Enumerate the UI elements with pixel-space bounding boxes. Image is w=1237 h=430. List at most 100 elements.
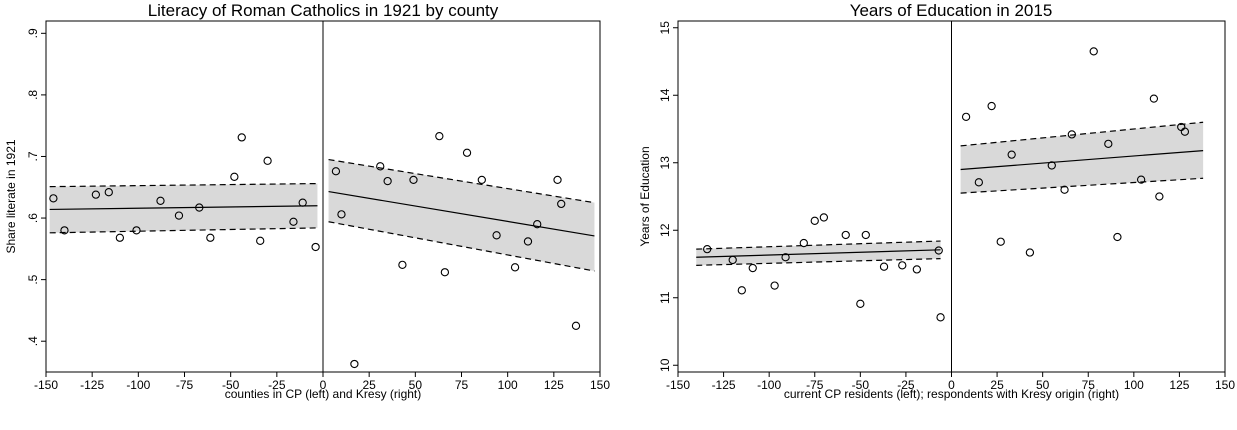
y-axis-label: Share literate in 1921: [4, 139, 18, 253]
data-point-16: [934, 246, 943, 255]
data-point-25: [1060, 185, 1069, 194]
y-tick-label: .8: [26, 90, 40, 100]
data-point-30: [510, 263, 520, 272]
data-point-13: [256, 236, 265, 245]
x-tick-label: 75: [455, 378, 469, 392]
x-tick-label: 50: [1036, 378, 1050, 392]
data-point-6: [781, 253, 790, 262]
x-tick-label: 125: [1169, 378, 1189, 392]
data-point-17: [936, 313, 945, 322]
x-tick-label: 150: [590, 378, 610, 392]
y-tick-label: .6: [26, 213, 40, 223]
x-tick-label: -150: [34, 378, 58, 392]
data-point-4: [104, 188, 113, 197]
x-tick-label: 150: [1215, 378, 1235, 392]
data-point-15: [289, 217, 298, 226]
fit-line-left: [49, 205, 318, 211]
x-tick-label: -125: [712, 378, 736, 392]
data-point-21: [996, 237, 1005, 246]
data-point-14: [898, 261, 907, 270]
ci-lower-right: [328, 221, 595, 272]
data-point-8: [174, 211, 184, 220]
x-tick-label: 75: [1082, 378, 1096, 392]
ci-upper-left: [49, 182, 318, 188]
data-point-34: [557, 199, 566, 209]
x-tick-label: 100: [1124, 378, 1144, 392]
data-point-13: [879, 262, 889, 271]
data-point-5: [770, 281, 779, 290]
data-point-1: [49, 194, 58, 203]
data-point-17: [311, 242, 320, 252]
data-point-19: [974, 178, 983, 187]
chart-title: Literacy of Roman Catholics in 1921 by c…: [148, 1, 499, 20]
ci-band-right: [328, 159, 595, 272]
data-point-8: [810, 216, 819, 225]
data-point-24: [409, 175, 418, 185]
x-tick-label: 0: [948, 378, 955, 392]
data-point-9: [819, 213, 829, 222]
y-tick-label: .5: [26, 274, 40, 284]
data-point-18: [331, 167, 341, 176]
data-point-26: [1067, 130, 1076, 139]
data-point-5: [115, 233, 125, 242]
data-point-24: [1047, 161, 1056, 170]
ci-lower-left: [696, 258, 941, 266]
ci-band-left: [49, 183, 318, 233]
y-tick-label: 15: [658, 21, 672, 35]
data-point-26: [440, 268, 450, 277]
x-axis-label: counties in CP (left) and Kresy (right): [225, 387, 422, 401]
y-tick-label: 12: [658, 223, 672, 237]
data-point-20: [350, 359, 359, 369]
x-tick-label: -100: [126, 378, 150, 392]
x-tick-label: 25: [362, 378, 376, 392]
data-point-28: [477, 175, 486, 185]
data-point-11: [230, 172, 239, 181]
data-point-31: [523, 237, 533, 246]
data-point-3: [91, 190, 101, 199]
data-point-6: [132, 226, 141, 235]
data-point-32: [1155, 192, 1164, 201]
x-axis-label: current CP residents (left); respondents…: [784, 387, 1119, 401]
data-point-10: [206, 233, 215, 242]
data-point-22: [1007, 150, 1016, 159]
data-point-29: [492, 231, 501, 240]
data-point-18: [961, 112, 971, 121]
x-tick-label: 0: [320, 378, 327, 392]
data-point-20: [987, 101, 996, 111]
data-point-10: [841, 230, 850, 240]
data-point-12: [237, 133, 246, 142]
y-tick-label: .9: [26, 28, 40, 38]
data-point-30: [1136, 175, 1146, 184]
data-point-15: [912, 265, 922, 274]
data-point-21: [376, 162, 385, 171]
x-tick-label: -75: [176, 378, 194, 392]
x-tick-label: -25: [268, 378, 286, 392]
x-tick-label: 50: [409, 378, 423, 392]
y-tick-label: 13: [658, 156, 672, 170]
x-tick-label: -50: [222, 378, 240, 392]
y-tick-label: .7: [26, 151, 40, 161]
ci-lower-left: [49, 227, 318, 234]
y-axis-label: Years of Education: [638, 146, 652, 246]
data-point-3: [737, 286, 746, 295]
ci-upper-right: [960, 121, 1204, 147]
y-tick-label: 11: [658, 291, 672, 304]
data-point-23: [1025, 248, 1035, 257]
x-tick-label: -25: [897, 378, 915, 392]
fit-line-left: [696, 249, 941, 258]
chart-title: Years of Education in 2015: [850, 1, 1053, 20]
data-point-14: [263, 156, 272, 165]
x-tick-label: 100: [498, 378, 518, 392]
x-tick-label: -125: [80, 378, 104, 392]
y-tick-label: 10: [658, 358, 672, 372]
data-point-1: [703, 244, 712, 254]
data-point-31: [1149, 94, 1159, 103]
data-point-7: [156, 196, 165, 205]
ci-lower-right: [960, 177, 1204, 194]
data-point-19: [337, 210, 346, 219]
data-point-32: [533, 220, 542, 229]
data-point-29: [1113, 232, 1122, 242]
data-point-16: [298, 198, 307, 207]
data-point-34: [1180, 127, 1190, 136]
